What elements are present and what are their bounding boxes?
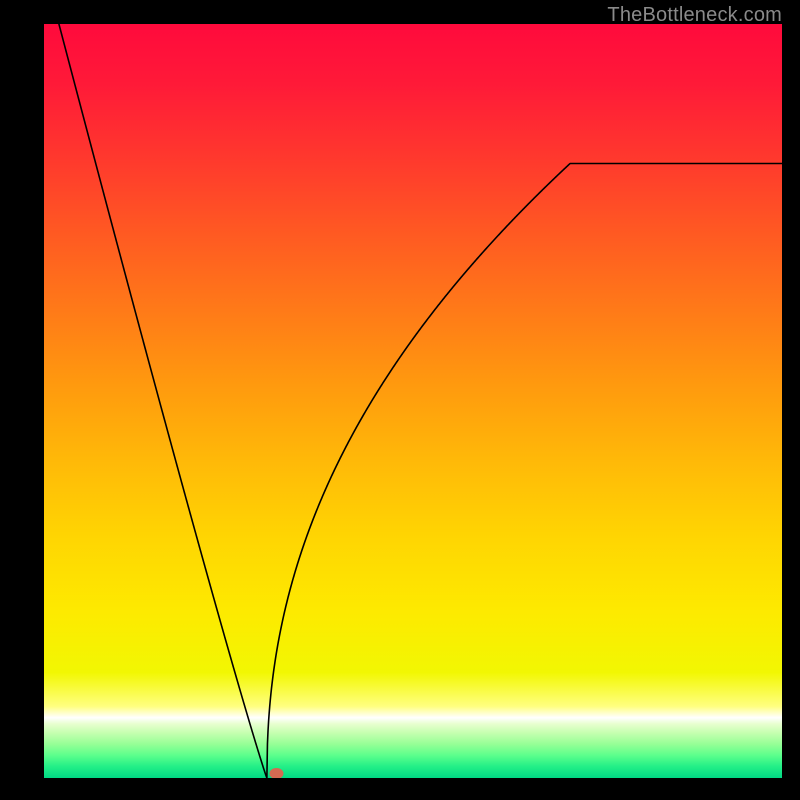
watermark-text: TheBottleneck.com: [607, 4, 782, 27]
bottleneck-curve-svg: [44, 24, 782, 778]
optimum-marker: [269, 768, 283, 778]
chart-container: TheBottleneck.com: [0, 0, 800, 800]
bottleneck-curve: [54, 24, 782, 778]
plot-area: [44, 24, 782, 778]
